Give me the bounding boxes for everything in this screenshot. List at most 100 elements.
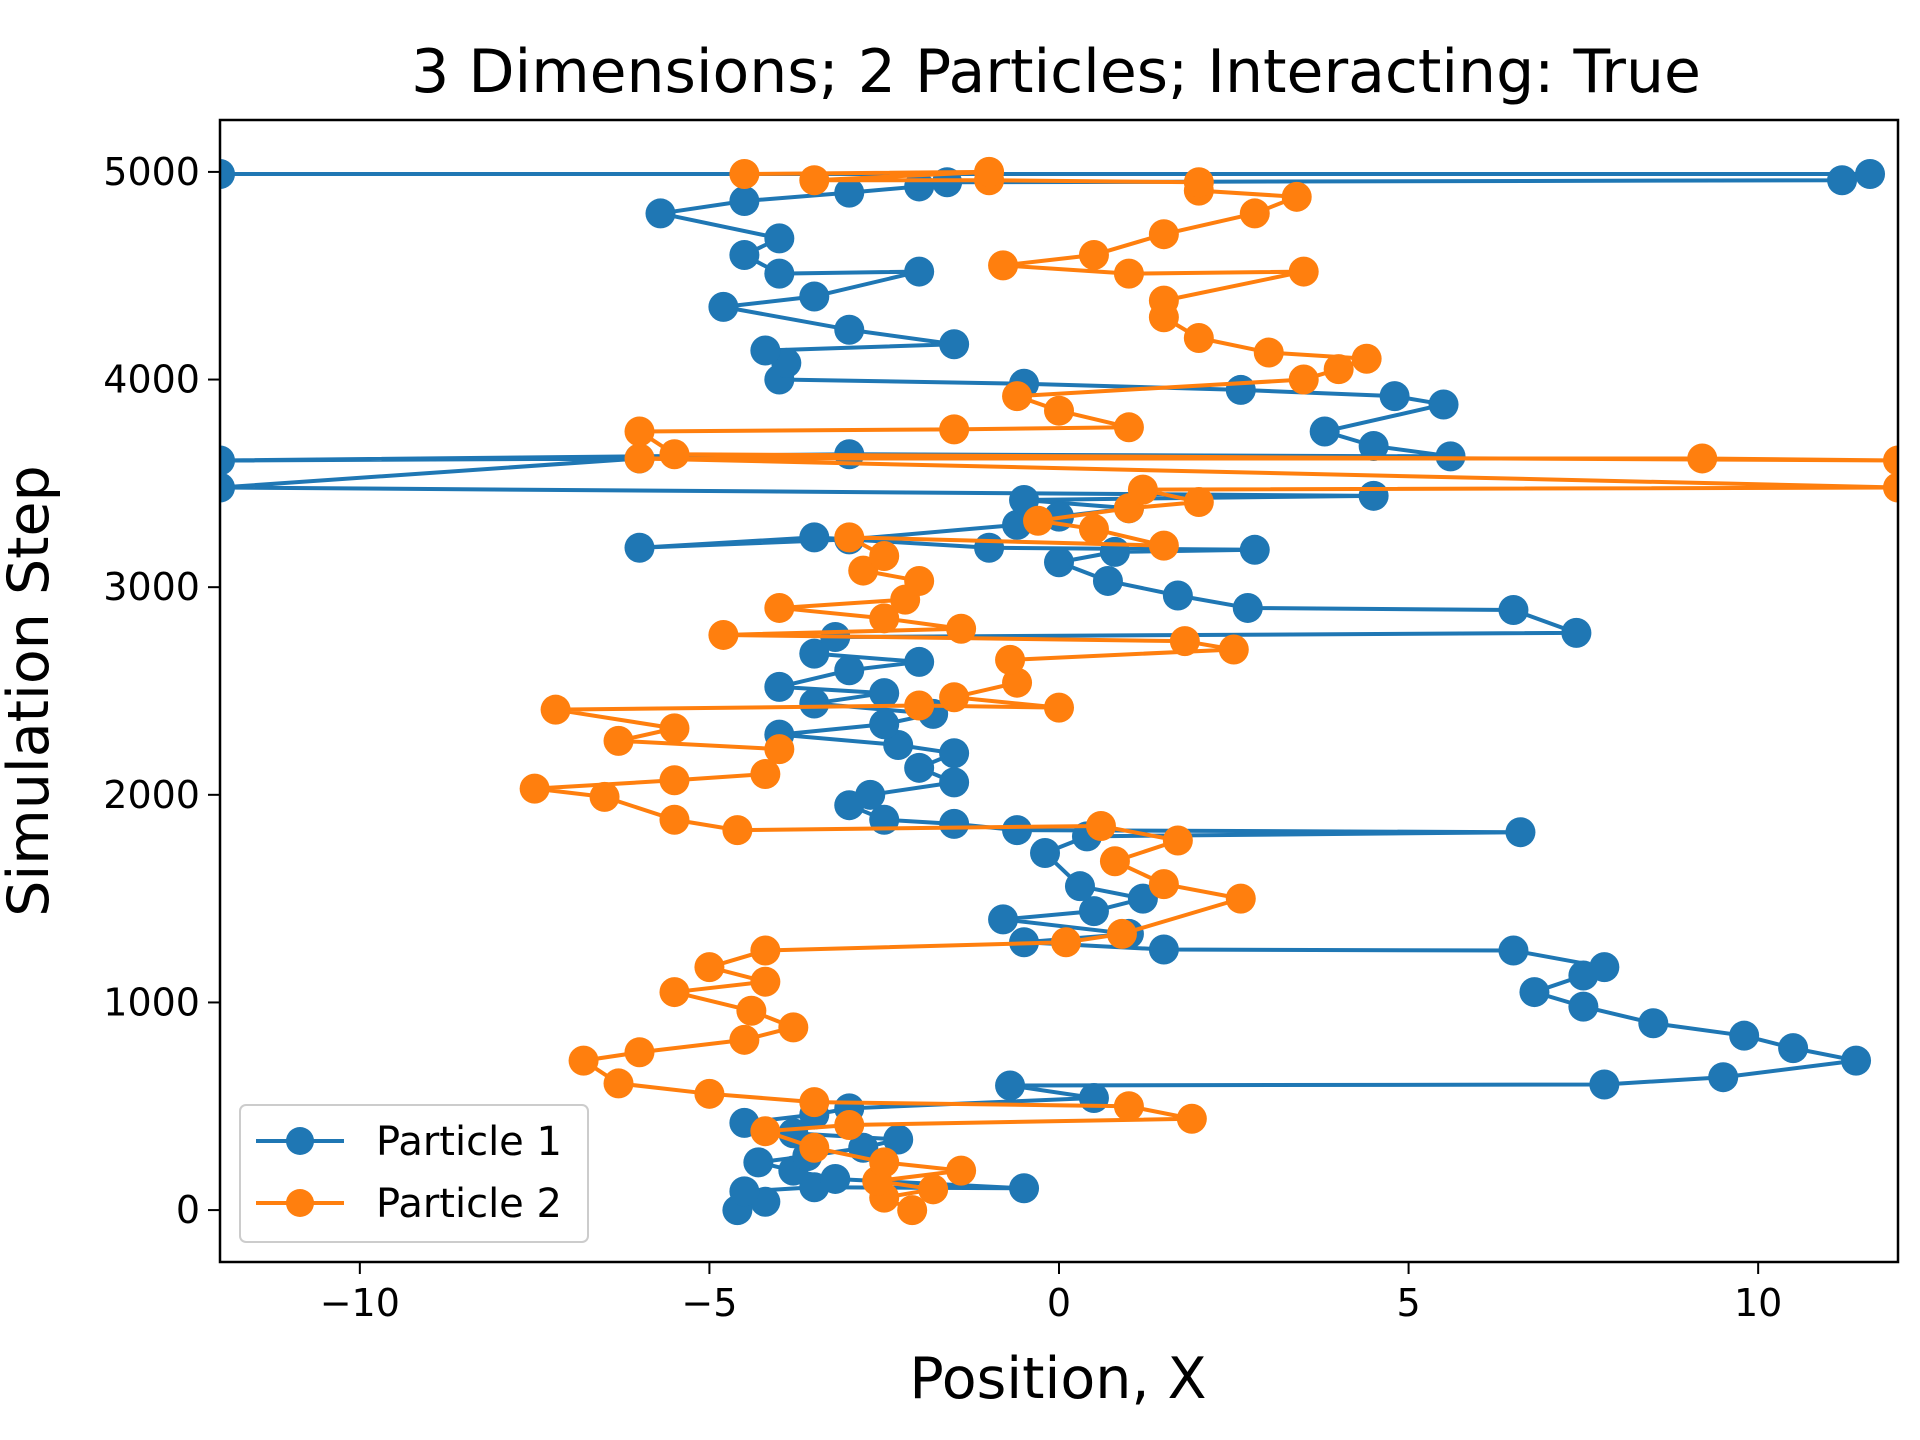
data-point	[799, 281, 830, 312]
data-point	[1589, 952, 1620, 983]
data-point	[1162, 825, 1193, 856]
x-axis-label: Position, X	[909, 1346, 1206, 1412]
data-point	[855, 779, 886, 810]
data-point	[220, 445, 235, 476]
series-particle-1	[220, 158, 1886, 1226]
data-point	[1323, 354, 1354, 385]
data-point	[834, 177, 865, 208]
data-point	[869, 709, 900, 740]
data-point	[1002, 381, 1033, 412]
x-tick-label: −10	[320, 1281, 400, 1325]
data-point	[659, 977, 690, 1008]
legend-marker-particle-2	[286, 1189, 314, 1217]
data-point	[1127, 474, 1158, 505]
data-point	[750, 759, 781, 790]
data-point	[603, 725, 634, 756]
y-tick-label: 4000	[103, 358, 200, 402]
data-point	[1561, 617, 1592, 648]
data-point	[995, 1070, 1026, 1101]
data-point	[722, 815, 753, 846]
data-point	[834, 1109, 865, 1140]
data-point	[1687, 443, 1718, 474]
data-point	[1778, 1033, 1809, 1064]
data-point	[1281, 181, 1312, 212]
data-point	[1239, 198, 1270, 229]
data-point	[974, 532, 1005, 563]
data-point	[659, 713, 690, 744]
data-point	[708, 619, 739, 650]
data-point	[750, 966, 781, 997]
data-point	[568, 1045, 599, 1076]
data-point	[659, 439, 690, 470]
data-point	[220, 472, 235, 503]
data-point	[939, 682, 970, 713]
data-point	[1113, 412, 1144, 443]
data-point	[1092, 565, 1123, 596]
data-point	[1505, 817, 1536, 848]
data-point	[1078, 514, 1109, 545]
data-point	[729, 1176, 760, 1207]
data-point	[869, 541, 900, 572]
data-point	[834, 314, 865, 345]
data-point	[1148, 219, 1179, 250]
data-point	[1218, 634, 1249, 665]
data-point	[764, 592, 795, 623]
series-particle-2	[519, 156, 1898, 1226]
data-point	[1589, 1069, 1620, 1100]
data-point	[897, 1195, 928, 1226]
data-point	[939, 808, 970, 839]
data-point	[764, 223, 795, 254]
data-point	[708, 291, 739, 322]
data-point	[1288, 364, 1319, 395]
data-point	[778, 1118, 809, 1149]
data-point	[869, 603, 900, 634]
data-point	[1050, 927, 1081, 958]
data-point	[869, 1147, 900, 1178]
data-point	[974, 156, 1005, 187]
data-point	[764, 734, 795, 765]
data-point	[729, 1024, 760, 1055]
data-point	[1498, 595, 1529, 626]
y-tick-label: 5000	[103, 150, 200, 194]
y-tick-label: 3000	[103, 565, 200, 609]
data-point	[1351, 343, 1382, 374]
data-point	[1855, 158, 1886, 189]
data-point	[1708, 1062, 1739, 1093]
data-point	[1183, 167, 1214, 198]
data-point	[1883, 472, 1898, 503]
data-point	[939, 738, 970, 769]
data-point	[799, 522, 830, 553]
legend-label-particle-2: Particle 2	[376, 1181, 562, 1227]
data-point	[946, 1155, 977, 1186]
data-point	[799, 688, 830, 719]
data-point	[750, 335, 781, 366]
data-point	[1127, 883, 1158, 914]
data-point	[645, 198, 676, 229]
plot-frame	[218, 118, 1900, 1264]
data-point	[1183, 323, 1214, 354]
series-line	[532, 169, 1898, 1212]
data-point	[799, 1087, 830, 1118]
data-point	[1232, 592, 1263, 623]
data-point	[1064, 871, 1095, 902]
legend-marker-particle-1	[286, 1127, 314, 1155]
data-point	[1009, 1173, 1040, 1204]
data-point	[1078, 1082, 1109, 1113]
data-point	[540, 694, 571, 725]
data-point	[764, 258, 795, 289]
data-point	[1225, 374, 1256, 405]
x-tick-label: 10	[1734, 1281, 1782, 1325]
data-point	[1358, 480, 1389, 511]
data-point	[1225, 883, 1256, 914]
data-point	[820, 1163, 851, 1194]
data-point	[1379, 381, 1410, 412]
data-point	[1113, 258, 1144, 289]
data-point	[1841, 1045, 1872, 1076]
data-point	[946, 613, 977, 644]
data-point	[1498, 935, 1529, 966]
data-point	[1044, 692, 1074, 723]
data-point	[1358, 430, 1389, 461]
data-point	[904, 690, 935, 721]
data-point	[1309, 416, 1340, 447]
data-point	[1253, 337, 1284, 368]
